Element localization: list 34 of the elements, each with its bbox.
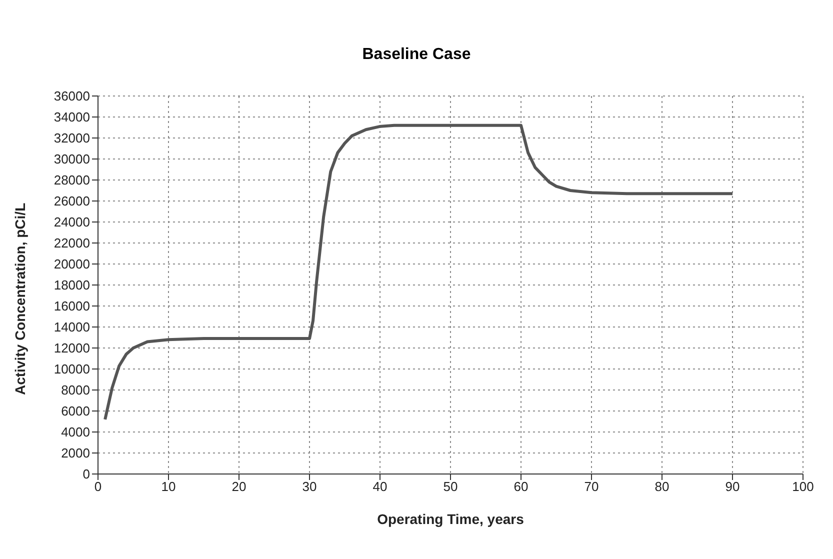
y-tick-label: 20000 bbox=[54, 256, 90, 272]
x-tick-label: 10 bbox=[161, 479, 176, 494]
x-tick-label: 90 bbox=[725, 479, 740, 494]
y-tick-label: 18000 bbox=[54, 278, 90, 293]
y-tick-label: 6000 bbox=[61, 404, 90, 419]
y-tick-label: 32000 bbox=[54, 130, 90, 146]
y-tick-label: 8000 bbox=[61, 382, 90, 398]
x-tick-label: 100 bbox=[792, 479, 814, 494]
x-tick-label: 70 bbox=[584, 479, 599, 494]
x-tick-label: 30 bbox=[302, 479, 317, 494]
y-axis-title: Activity Concentration, pCi/L bbox=[12, 202, 28, 395]
y-tick-label: 36000 bbox=[54, 88, 90, 104]
y-tick-label: 2000 bbox=[61, 446, 90, 461]
x-tick-label: 60 bbox=[514, 479, 528, 494]
x-tick-label: 20 bbox=[232, 479, 246, 494]
chart-title: Baseline Case bbox=[361, 45, 472, 65]
y-tick-label: 0 bbox=[82, 466, 90, 482]
y-tick-label: 30000 bbox=[54, 152, 90, 167]
x-tick-label: 40 bbox=[372, 479, 388, 494]
y-tick-label: 26000 bbox=[54, 194, 90, 209]
y-tick-label: 24000 bbox=[54, 214, 90, 230]
y-tick-label: 28000 bbox=[54, 172, 90, 188]
x-tick-label: 80 bbox=[654, 479, 670, 494]
y-tick-label: 10000 bbox=[54, 362, 90, 377]
y-tick-label: 12000 bbox=[54, 340, 90, 356]
y-tick-label: 34000 bbox=[54, 110, 90, 125]
y-tick-label: 14000 bbox=[54, 320, 90, 335]
x-tick-label: 0 bbox=[94, 479, 102, 494]
y-tick-label: 16000 bbox=[54, 298, 90, 314]
line-series bbox=[104, 124, 734, 421]
y-tick-label: 4000 bbox=[61, 424, 90, 440]
x-axis-title: Operating Time, years bbox=[377, 511, 524, 527]
x-tick-label: 50 bbox=[443, 479, 458, 494]
y-tick-label: 22000 bbox=[54, 236, 90, 251]
